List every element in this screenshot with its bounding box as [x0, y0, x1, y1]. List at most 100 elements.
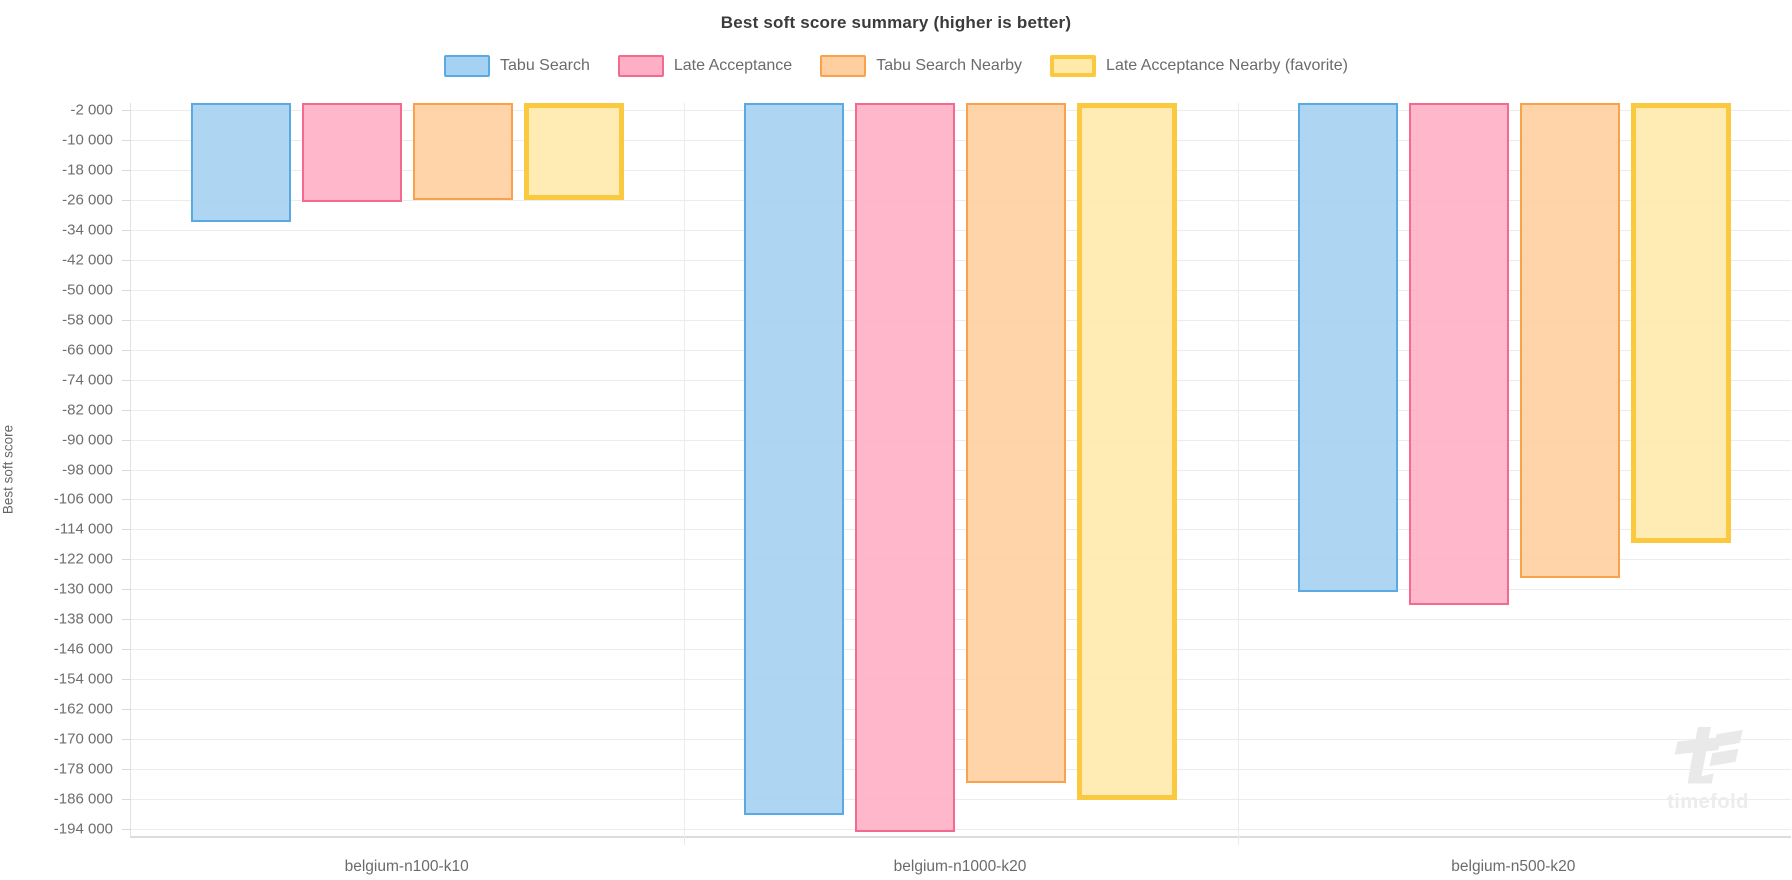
gridline [131, 439, 1791, 441]
y-tick-label: -130 000 [53, 580, 113, 598]
y-tick-mark [122, 289, 131, 291]
gridline [131, 768, 1791, 770]
legend-item-late-acceptance-nearby-favorite[interactable]: Late Acceptance Nearby (favorite) [1050, 55, 1348, 77]
y-tick-mark [122, 738, 131, 740]
bar-late-acceptance-belgium-n1000-k20[interactable] [855, 103, 956, 833]
x-axis-labels: belgium-n100-k10 belgium-n1000-k20 belgium… [130, 858, 1790, 876]
bar-late-acceptance-belgium-n500-k20[interactable] [1408, 103, 1509, 606]
bar-tabu-search-nearby-belgium-n1000-k20[interactable] [966, 103, 1067, 783]
legend-label: Tabu Search Nearby [876, 57, 1023, 74]
x-axis-label-belgium-n100-k10: belgium-n100-k10 [344, 858, 469, 875]
bar-tabu-search-nearby-belgium-n100-k10[interactable] [413, 103, 514, 200]
plot-area: timefold [122, 103, 1791, 845]
legend-label: Late Acceptance Nearby (favorite) [1106, 57, 1348, 74]
bar-late-acceptance-belgium-n100-k10[interactable] [302, 103, 403, 202]
y-tick-label: -2 000 [70, 101, 113, 119]
bar-group-belgium-n100-k10 [131, 103, 684, 836]
gridline [131, 469, 1791, 471]
y-tick-mark [122, 319, 131, 321]
y-tick-label: -194 000 [53, 820, 113, 838]
y-axis-ticks: -2 000 -10 000 -18 000 -26 000 -34 000 -42 00… [0, 101, 113, 838]
gridline [131, 349, 1791, 351]
gridline [131, 170, 1791, 172]
x-axis-label-belgium-n1000-k20: belgium-n1000-k20 [893, 858, 1027, 875]
y-tick-mark [122, 349, 131, 351]
gridline [131, 828, 1791, 830]
bar-late-acceptance-nearby-favorite-belgium-n500-k20[interactable] [1630, 103, 1731, 543]
gridline [131, 649, 1791, 650]
bar-late-acceptance-nearby-favorite-belgium-n1000-k20[interactable] [1077, 103, 1178, 800]
gridline [131, 529, 1791, 531]
y-tick-mark [122, 828, 131, 830]
gridline [131, 678, 1791, 680]
legend-item-late-acceptance[interactable]: Late Acceptance [617, 55, 793, 77]
legend-swatch-late-acceptance [617, 55, 664, 77]
bar-group-belgium-n500-k20 [1238, 103, 1791, 836]
bar-tabu-search-belgium-n500-k20[interactable] [1297, 103, 1398, 593]
y-tick-label: -90 000 [62, 431, 113, 449]
y-tick-mark [122, 589, 131, 591]
y-tick-mark [122, 708, 131, 710]
legend-item-tabu-search-nearby[interactable]: Tabu Search Nearby [820, 55, 1022, 77]
y-tick-label: -154 000 [53, 670, 113, 688]
y-tick-mark [122, 798, 131, 800]
chart-title: Best soft score summary (higher is bette… [720, 13, 1072, 32]
bar-late-acceptance-nearby-favorite-belgium-n100-k10[interactable] [524, 103, 625, 201]
gridline [131, 499, 1791, 501]
y-tick-label: -34 000 [62, 221, 113, 239]
y-tick-mark [122, 529, 131, 531]
timefold-logo-icon [1674, 727, 1743, 784]
legend-label: Late Acceptance [673, 57, 793, 74]
y-tick-label: -170 000 [53, 730, 113, 748]
gridline [131, 708, 1791, 710]
y-tick-label: -162 000 [53, 700, 113, 718]
y-tick-mark [122, 649, 131, 650]
x-axis-label-belgium-n500-k20: belgium-n500-k20 [1451, 858, 1576, 875]
group-separator [684, 103, 686, 845]
y-tick-label: -50 000 [62, 281, 113, 299]
y-tick-label: -122 000 [53, 550, 113, 568]
y-tick-mark [122, 678, 131, 680]
y-tick-mark [122, 140, 131, 142]
y-tick-mark [122, 200, 131, 202]
y-tick-mark [122, 559, 131, 561]
y-tick-mark [122, 439, 131, 441]
y-tick-mark [122, 499, 131, 501]
watermark-text: timefold [1667, 791, 1749, 813]
gridline [131, 619, 1791, 621]
y-tick-label: -146 000 [53, 640, 113, 658]
y-tick-label: -106 000 [53, 490, 113, 508]
gridline [131, 140, 1791, 142]
gridline [131, 738, 1791, 740]
y-tick-label: -18 000 [62, 161, 113, 179]
y-tick-label: -74 000 [62, 371, 113, 389]
gridline [131, 559, 1791, 561]
bar-tabu-search-belgium-n1000-k20[interactable] [744, 103, 845, 816]
y-tick-label: -138 000 [53, 610, 113, 628]
bar-tabu-search-nearby-belgium-n500-k20[interactable] [1519, 103, 1620, 578]
gridline [131, 409, 1791, 411]
y-tick-mark [122, 230, 131, 232]
gridline [131, 589, 1791, 591]
gridline [131, 200, 1791, 202]
legend-item-tabu-search[interactable]: Tabu Search [444, 55, 590, 77]
y-tick-label: -42 000 [62, 251, 113, 269]
legend-swatch-tabu-search [444, 55, 491, 77]
legend-swatch-tabu-search-nearby [820, 55, 867, 77]
y-tick-label: -178 000 [53, 760, 113, 778]
legend-swatch-late-acceptance-nearby-favorite [1050, 55, 1097, 77]
y-tick-mark [122, 379, 131, 381]
bar-groups [131, 103, 1791, 836]
gridline [131, 260, 1791, 262]
bar-tabu-search-belgium-n100-k10[interactable] [191, 103, 292, 223]
y-tick-label: -58 000 [62, 311, 113, 329]
y-tick-mark [122, 110, 131, 112]
y-tick-mark [122, 260, 131, 262]
y-tick-label: -10 000 [62, 131, 113, 149]
legend: Tabu Search Late Acceptance Tabu Search Ne… [0, 55, 1792, 77]
gridline [131, 379, 1791, 381]
gridline [131, 110, 1791, 112]
gridline [131, 230, 1791, 232]
y-tick-label: -66 000 [62, 341, 113, 359]
